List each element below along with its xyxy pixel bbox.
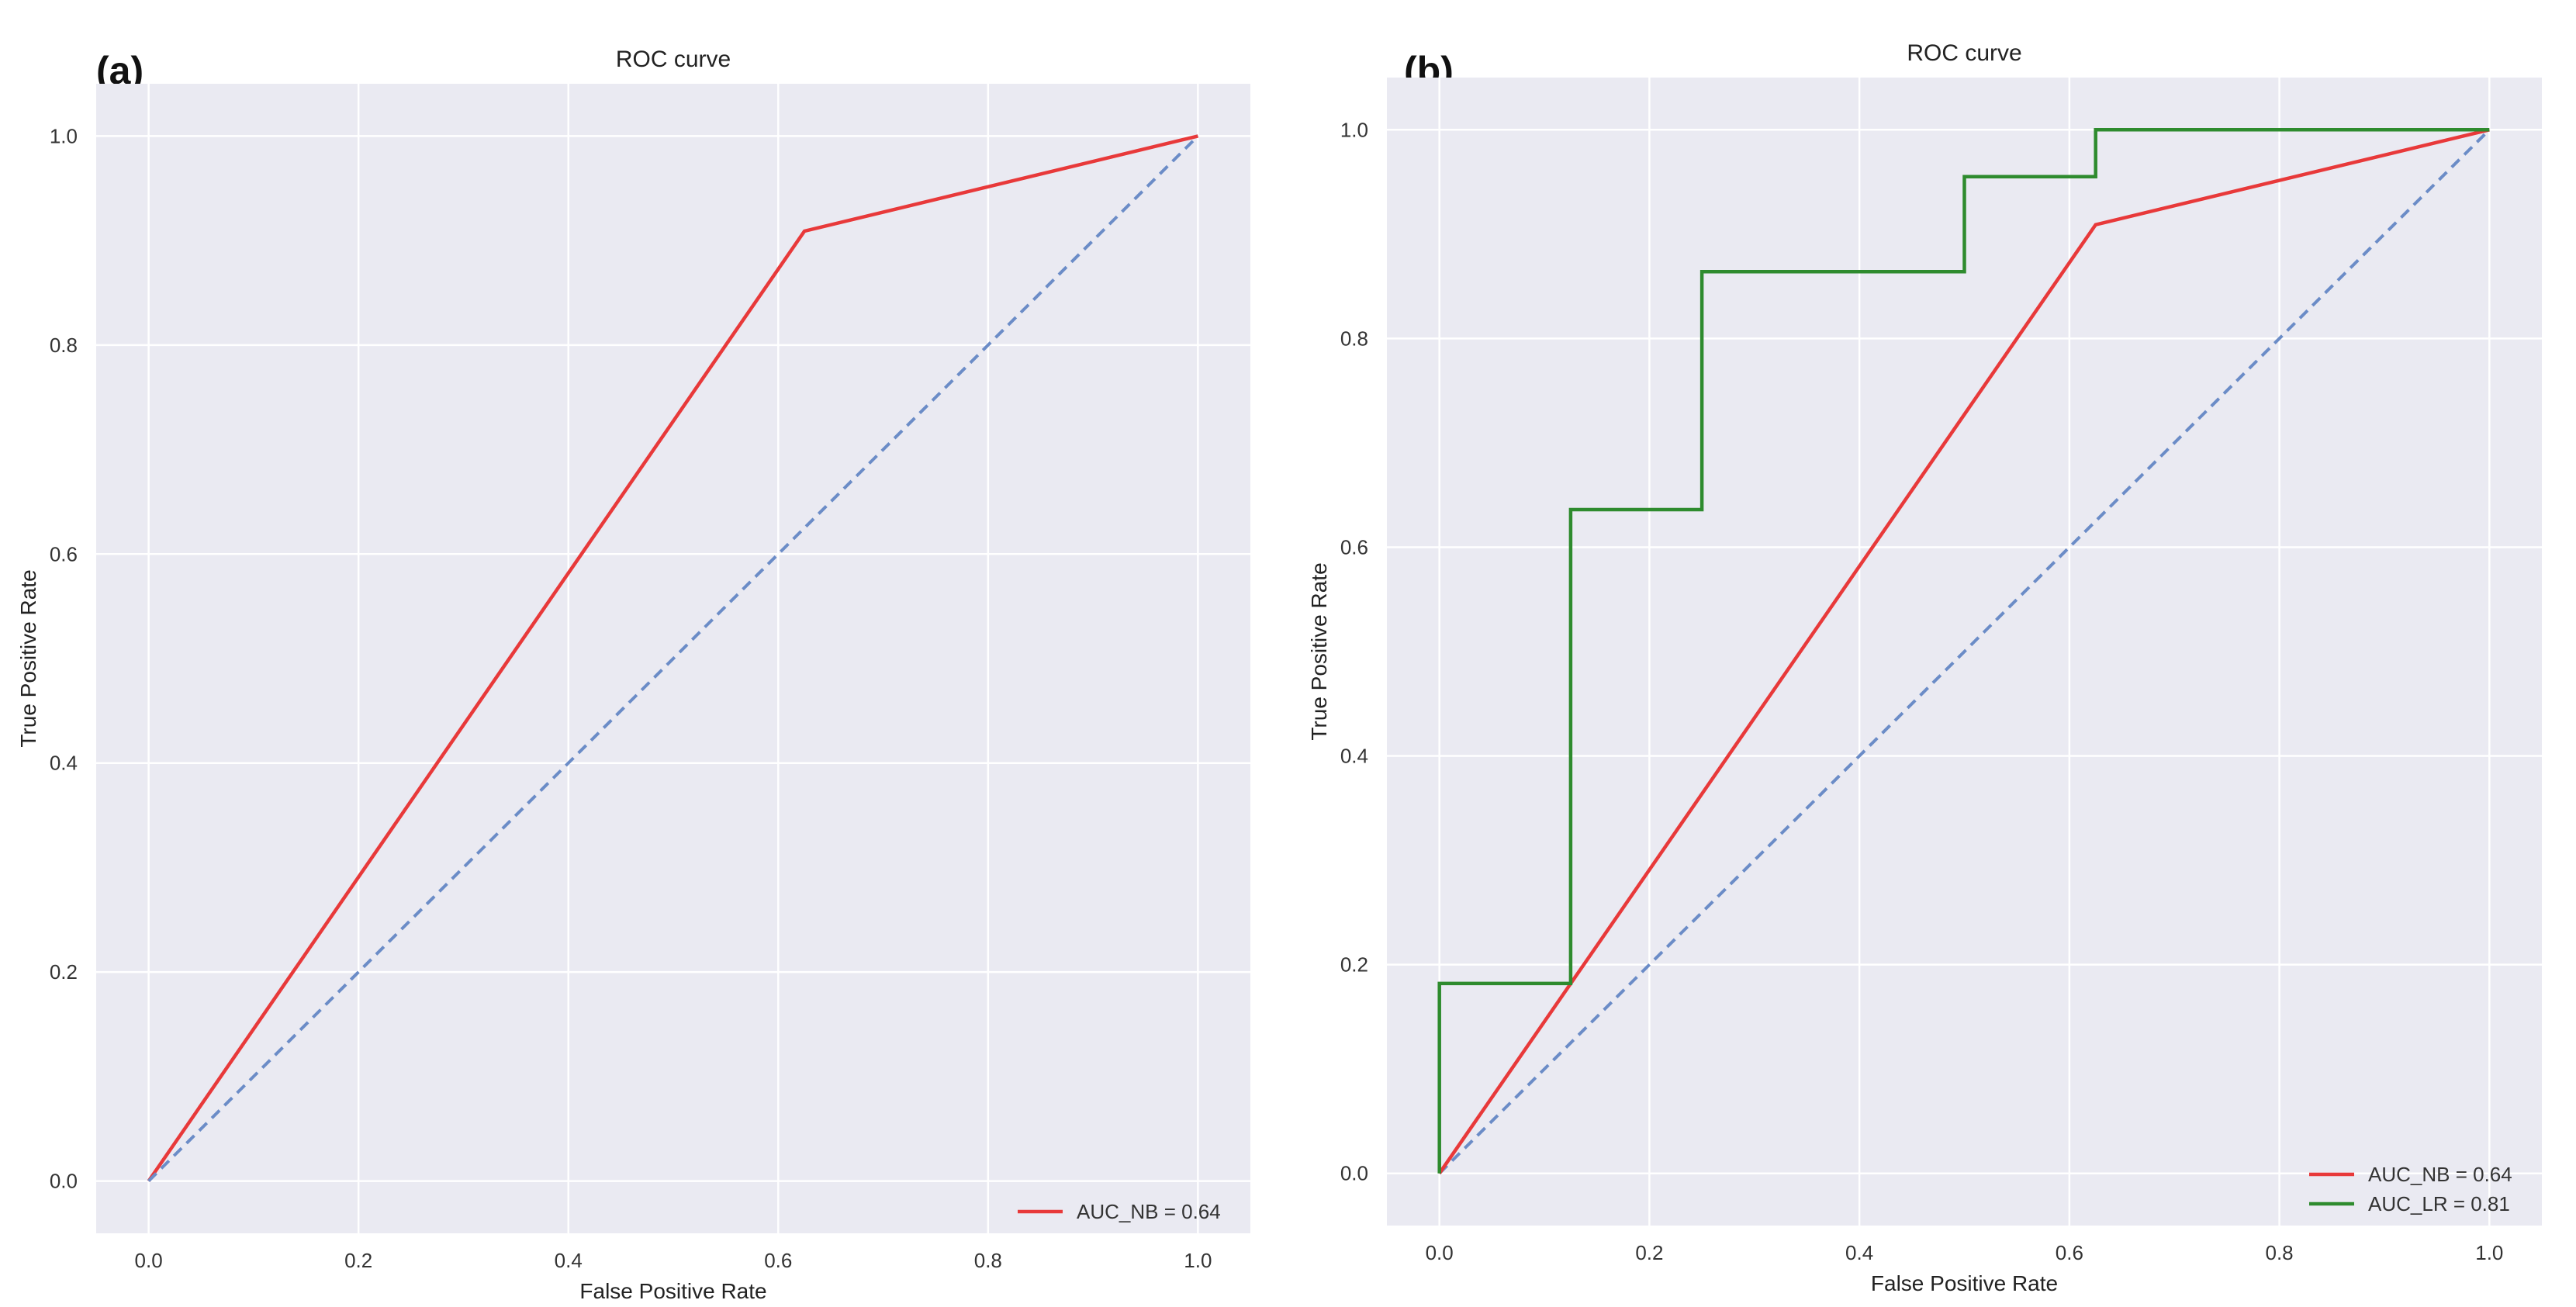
roc-chart-a: 0.0 0.2 0.4 0.6 0.8 1.0 0.0 0.2 0.4 0.6 0.8 1.0 ROC …: [16, 47, 1250, 1303]
chart-1-legend-label-auc-lr: AUC_LR = 0.81: [2368, 1192, 2510, 1215]
chart-0-title: ROC curve: [616, 47, 731, 72]
panel-a: (a) 0.0 0.2 0.4 0.6 0.8 1.0 0.0 0.2 0.4 0.6 0.8 1.0…: [16, 47, 1250, 1303]
chart-0-y-tick-label: 0.4: [50, 752, 78, 775]
chart-1-title: ROC curve: [1907, 40, 2021, 66]
chart-0-series-auc-nb: [147, 134, 1198, 1182]
chart-1-series-auc-lr: [1437, 128, 2490, 1174]
chart-1-y-tick-label: 0.8: [1340, 327, 1368, 350]
roc-chart-b: 0.0 0.2 0.4 0.6 0.8 1.0 0.0 0.2 0.4 0.6 0.8 1.0 ROC …: [1307, 40, 2542, 1295]
chart-1-y-tick-label: 0.0: [1340, 1162, 1368, 1185]
chart-1-x-tick-label: 0.6: [2056, 1241, 2083, 1264]
chart-1-y-tick-label: 1.0: [1340, 118, 1368, 141]
chart-1-x-tick-label: 0.2: [1635, 1241, 1663, 1264]
chart-0-x-tick-label: 0.0: [135, 1249, 163, 1272]
chart-1-chance-line: [1438, 128, 2491, 1175]
chart-0-x-tick-label: 0.2: [344, 1249, 372, 1272]
chart-1-x-tick-label: 0.4: [1845, 1241, 1873, 1264]
chart-1-x-axis-title: False Positive Rate: [1871, 1271, 2058, 1295]
chart-1-series-auc-nb: [1437, 128, 2490, 1174]
chart-1-x-tick-label: 0.8: [2266, 1241, 2294, 1264]
chart-0-y-axis-title: True Positive Rate: [16, 569, 40, 747]
panel-b: (b) 0.0 0.2 0.4 0.6 0.8 1.0 0.0 0.2 0.4 0.6 0.8 1.0…: [1288, 0, 2576, 1307]
chart-0-y-tick-label: 0.0: [50, 1170, 78, 1193]
chart-1-legend-label-auc-nb: AUC_NB = 0.64: [2368, 1163, 2512, 1186]
chart-0-y-tick-label: 0.6: [50, 542, 78, 565]
chart-0-y-tick-label: 0.8: [50, 334, 78, 357]
chart-1-x-tick-label: 0.0: [1426, 1241, 1454, 1264]
chart-0-y-tick-label: 1.0: [50, 124, 78, 147]
chart-0-x-tick-label: 1.0: [1184, 1249, 1212, 1272]
chart-1-y-axis-title: True Positive Rate: [1307, 562, 1331, 740]
chart-0-x-axis-title: False Positive Rate: [579, 1279, 766, 1303]
chart-1-y-tick-label: 0.6: [1340, 535, 1368, 558]
chart-1-y-tick-label: 0.2: [1340, 953, 1368, 977]
chart-0-x-tick-label: 0.6: [764, 1249, 792, 1272]
chart-0-x-tick-label: 0.4: [555, 1249, 583, 1272]
chart-0-legend-label-auc-nb: AUC_NB = 0.64: [1077, 1200, 1221, 1223]
chart-0-x-tick-label: 0.8: [974, 1249, 1002, 1272]
chart-1-y-tick-label: 0.4: [1340, 745, 1368, 768]
chart-0-chance-line: [147, 134, 1199, 1183]
chart-0-y-tick-label: 0.2: [50, 960, 78, 984]
chart-1-x-tick-label: 1.0: [2475, 1241, 2503, 1264]
